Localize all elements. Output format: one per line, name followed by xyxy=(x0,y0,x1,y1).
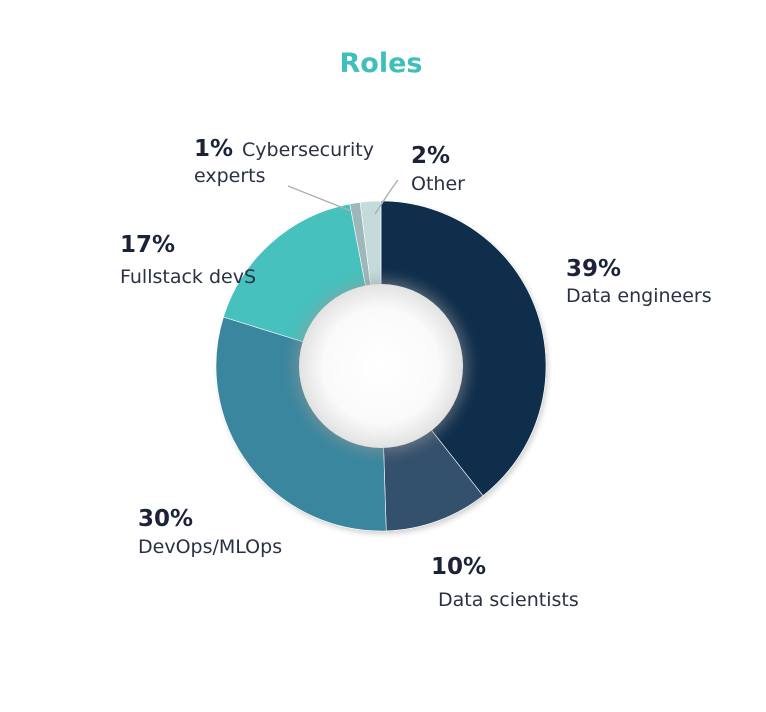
slice-label-other: Other xyxy=(411,173,465,195)
slice-label-cybersecurity-line-2: experts xyxy=(194,165,266,187)
slice-label-value-data-scientists: 10% xyxy=(431,554,486,580)
leader-line-other xyxy=(374,179,399,215)
leader-line-cybersecurity xyxy=(287,185,352,212)
slice-label-devops-mlops: DevOps/MLOps xyxy=(138,536,282,558)
donut-hole xyxy=(299,284,463,448)
slice-label-fullstack-devs: Fullstack devS xyxy=(120,266,256,288)
slice-label-value-other: 2% xyxy=(411,143,450,169)
slice-label-value-fullstack-devs: 17% xyxy=(120,232,175,258)
slice-label-cybersecurity-line-1: Cybersecurity xyxy=(242,139,374,161)
slice-label-value-cybersecurity: 1% xyxy=(194,136,233,162)
slice-label-data-scientists: Data scientists xyxy=(438,589,579,611)
chart-title: Roles xyxy=(340,48,423,79)
slice-label-value-data-engineers: 39% xyxy=(566,256,621,282)
slice-label-value-devops-mlops: 30% xyxy=(138,506,193,532)
slice-label-data-engineers: Data engineers xyxy=(566,285,712,307)
